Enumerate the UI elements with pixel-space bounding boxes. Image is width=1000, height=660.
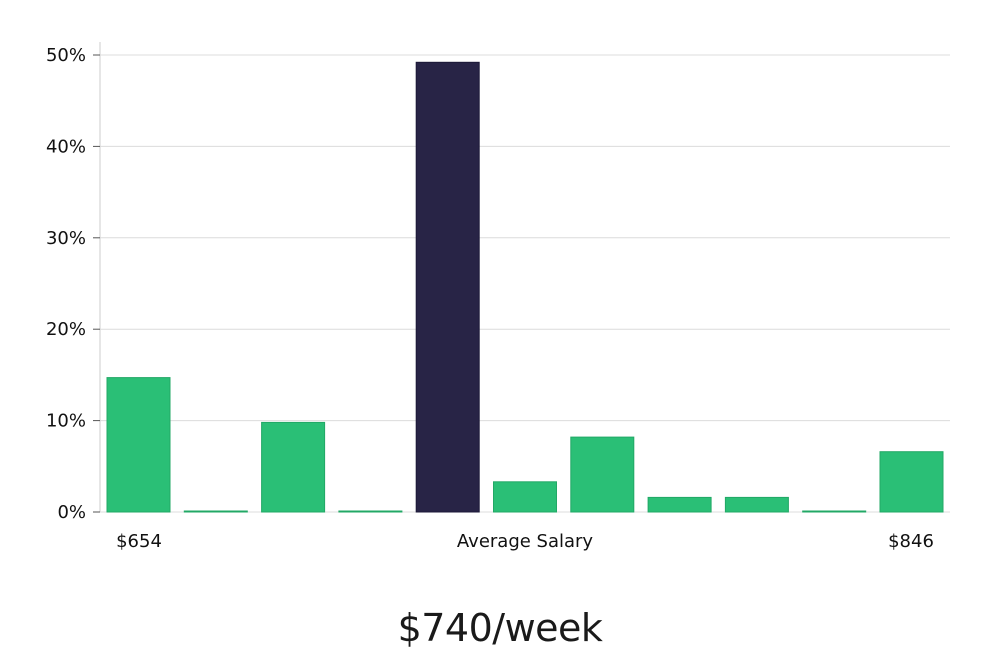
y-tick-label: 10% <box>46 411 86 432</box>
bars <box>106 61 944 513</box>
x-label-center: Average Salary <box>457 531 594 552</box>
bar-average-salary <box>415 61 480 513</box>
bar <box>493 481 557 513</box>
bar <box>338 510 403 513</box>
bar <box>106 377 171 513</box>
y-tick-label: 0% <box>57 502 86 523</box>
bar <box>802 510 867 513</box>
y-tick-label: 20% <box>46 319 86 340</box>
bar <box>879 451 944 513</box>
y-tick-label: 50% <box>46 45 86 66</box>
average-salary-value: $740/week <box>397 606 603 650</box>
bar <box>724 496 789 513</box>
bar <box>261 421 326 513</box>
grid-lines <box>99 42 950 513</box>
y-axis-ticks: 0% 10% 20% 30% 40% 50% <box>46 45 100 523</box>
x-label-min: $654 <box>116 531 162 552</box>
y-tick-label: 40% <box>46 136 86 157</box>
salary-distribution-chart: 0% 10% 20% 30% 40% 50% $654 Average Salary $8… <box>46 42 950 552</box>
bar <box>183 510 248 513</box>
x-label-max: $846 <box>888 531 934 552</box>
y-tick-label: 30% <box>46 228 86 249</box>
bar <box>647 496 712 513</box>
bar <box>570 436 635 513</box>
